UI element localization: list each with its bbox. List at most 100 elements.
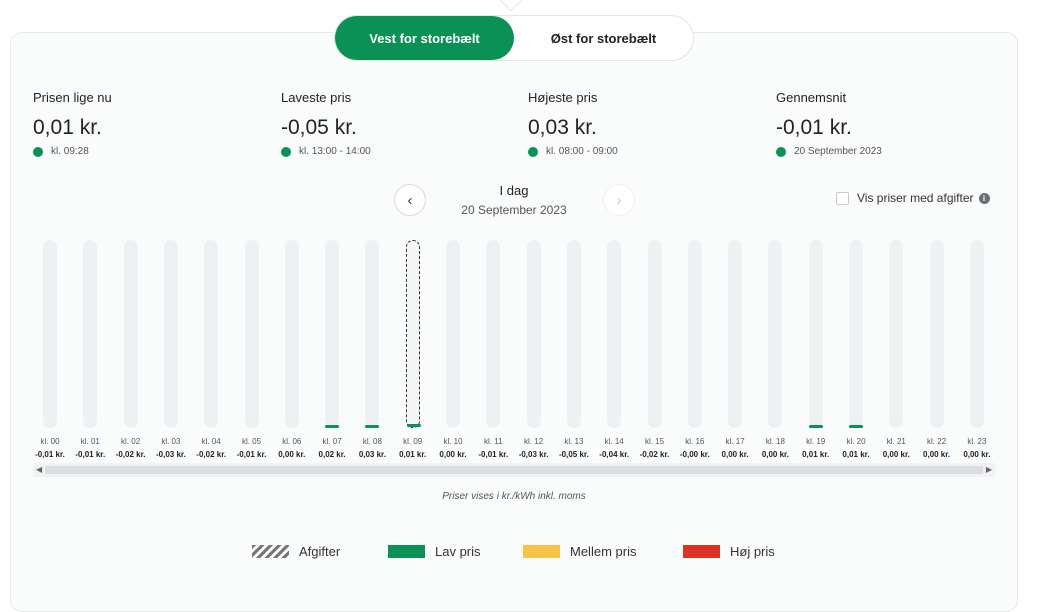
price-bar[interactable] bbox=[929, 240, 944, 428]
price-bar-fill bbox=[325, 425, 340, 428]
price-bar[interactable] bbox=[849, 240, 863, 428]
price-value-label: -0,05 kr. bbox=[558, 450, 589, 459]
next-day-button[interactable]: › bbox=[603, 184, 635, 216]
price-value-label: 0,01 kr. bbox=[399, 450, 427, 459]
stat-lowest-price: Laveste pris -0,05 kr. kl. 13:00 - 14:00 bbox=[281, 90, 501, 157]
price-bar[interactable] bbox=[244, 240, 259, 428]
price-value-label: -0,03 kr. bbox=[155, 450, 186, 459]
price-bar[interactable] bbox=[808, 240, 823, 428]
stat-highest-price: Højeste pris 0,03 kr. kl. 08:00 - 09:00 bbox=[528, 90, 748, 157]
price-bar-fill bbox=[365, 425, 380, 428]
hour-tick-label: kl. 00 bbox=[40, 437, 60, 446]
price-bar[interactable] bbox=[647, 240, 662, 428]
scrollbar-thumb[interactable] bbox=[45, 466, 983, 474]
price-bar[interactable] bbox=[43, 240, 57, 428]
scroll-right-icon[interactable]: ▶ bbox=[985, 465, 992, 474]
legend-swatch bbox=[523, 545, 560, 558]
price-value-label: -0,01 kr. bbox=[478, 450, 509, 459]
price-bar[interactable] bbox=[405, 240, 421, 428]
legend-label: Høj pris bbox=[730, 544, 775, 559]
tab-east[interactable]: Øst for storebælt bbox=[550, 30, 657, 46]
legend-swatch bbox=[683, 545, 720, 558]
price-bar[interactable] bbox=[83, 240, 98, 428]
hour-tick-label: kl. 08 bbox=[362, 437, 382, 446]
price-value-label: 0,00 kr. bbox=[278, 450, 306, 459]
status-dot-icon bbox=[776, 146, 786, 157]
tab-west[interactable]: Vest for storebælt bbox=[335, 16, 514, 60]
hour-tick-label: kl. 03 bbox=[161, 437, 181, 446]
hour-tick-label: kl. 19 bbox=[806, 437, 826, 446]
stat-value: -0,01 kr. bbox=[776, 116, 852, 139]
price-value-label: 0,00 kr. bbox=[761, 450, 789, 459]
stat-sub: kl. 13:00 - 14:00 bbox=[299, 146, 371, 157]
price-value-label: -0,02 kr. bbox=[115, 450, 146, 459]
legend-fees: Afgifter bbox=[252, 544, 340, 559]
price-bar[interactable] bbox=[486, 240, 501, 428]
stat-current-price: Prisen lige nu 0,01 kr. kl. 09:28 bbox=[33, 90, 253, 157]
hour-tick-label: kl. 18 bbox=[765, 437, 785, 446]
price-bar[interactable] bbox=[687, 240, 702, 428]
price-bar[interactable] bbox=[204, 240, 219, 428]
price-bar[interactable] bbox=[969, 240, 984, 428]
price-bar[interactable] bbox=[123, 240, 138, 428]
price-chart: kl. 00 -0,01 kr. kl. 01 -0,01 kr. kl. 02 -0,0… bbox=[30, 240, 995, 460]
price-bar[interactable] bbox=[325, 240, 340, 428]
price-value-label: -0,01 kr. bbox=[236, 450, 267, 459]
hour-tick-label: kl. 17 bbox=[725, 437, 745, 446]
price-value-label: -0,02 kr. bbox=[196, 450, 227, 459]
hour-tick-label: kl. 02 bbox=[121, 437, 141, 446]
hour-tick-label: kl. 07 bbox=[322, 437, 342, 446]
fees-toggle[interactable]: Vis priser med afgifter i bbox=[836, 191, 990, 205]
price-value-label: 0,03 kr. bbox=[358, 450, 386, 459]
price-value-label: 0,02 kr. bbox=[318, 450, 346, 459]
chevron-left-icon: ‹ bbox=[407, 191, 413, 209]
chart-scrollbar[interactable]: ◀ ▶ bbox=[33, 463, 995, 477]
hour-tick-label: kl. 11 bbox=[484, 437, 503, 446]
price-bar[interactable] bbox=[728, 240, 743, 428]
price-bar[interactable] bbox=[889, 240, 904, 428]
stat-value: 0,03 kr. bbox=[528, 116, 597, 139]
hour-tick-label: kl. 10 bbox=[443, 437, 463, 446]
price-bar[interactable] bbox=[566, 240, 581, 428]
price-value-label: 0,01 kr. bbox=[842, 450, 870, 459]
price-bar[interactable] bbox=[526, 240, 541, 428]
stat-sub: kl. 09:28 bbox=[51, 146, 89, 157]
price-bar[interactable] bbox=[365, 240, 380, 428]
stat-label: Højeste pris bbox=[528, 90, 598, 105]
price-value-label: 0,01 kr. bbox=[802, 450, 830, 459]
hour-tick-label: kl. 15 bbox=[644, 437, 665, 446]
price-value-label: -0,03 kr. bbox=[518, 450, 549, 459]
stat-sub: 20 September 2023 bbox=[794, 146, 882, 157]
scroll-left-icon[interactable]: ◀ bbox=[36, 465, 43, 474]
price-value-label: -0,00 kr. bbox=[679, 450, 710, 459]
prev-day-button[interactable]: ‹ bbox=[394, 184, 426, 216]
legend-medium: Mellem pris bbox=[523, 544, 636, 559]
price-bar[interactable] bbox=[446, 240, 460, 428]
price-bar[interactable] bbox=[607, 240, 622, 428]
price-bar[interactable] bbox=[163, 240, 178, 428]
price-value-label: 0,00 kr. bbox=[721, 450, 749, 459]
info-icon[interactable]: i bbox=[978, 192, 990, 204]
hour-tick-label: kl. 04 bbox=[201, 437, 221, 446]
price-value-label: -0,01 kr. bbox=[75, 450, 106, 459]
fees-checkbox-label: Vis priser med afgifter bbox=[857, 191, 974, 205]
hour-tick-label: kl. 16 bbox=[685, 437, 705, 446]
hour-tick-label: kl. 23 bbox=[967, 437, 987, 446]
price-bar-fill bbox=[808, 425, 823, 428]
stat-average-price: Gennemsnit -0,01 kr. 20 September 2023 bbox=[776, 90, 996, 157]
status-dot-icon bbox=[281, 146, 291, 157]
status-dot-icon bbox=[528, 146, 538, 157]
legend-swatch bbox=[252, 545, 289, 558]
legend-label: Mellem pris bbox=[570, 544, 637, 559]
fees-checkbox[interactable] bbox=[836, 191, 849, 205]
price-bar[interactable] bbox=[284, 240, 299, 428]
stat-sub: kl. 08:00 - 09:00 bbox=[546, 146, 618, 157]
chevron-right-icon: › bbox=[616, 191, 622, 209]
stat-label: Gennemsnit bbox=[776, 90, 847, 105]
price-value-label: -0,04 kr. bbox=[599, 450, 630, 459]
legend-label: Lav pris bbox=[435, 544, 481, 559]
hour-tick-label: kl. 22 bbox=[927, 437, 947, 446]
hour-tick-label: kl. 13 bbox=[564, 437, 584, 446]
price-bar[interactable] bbox=[768, 240, 783, 428]
hour-tick-label: kl. 09 bbox=[403, 437, 423, 446]
